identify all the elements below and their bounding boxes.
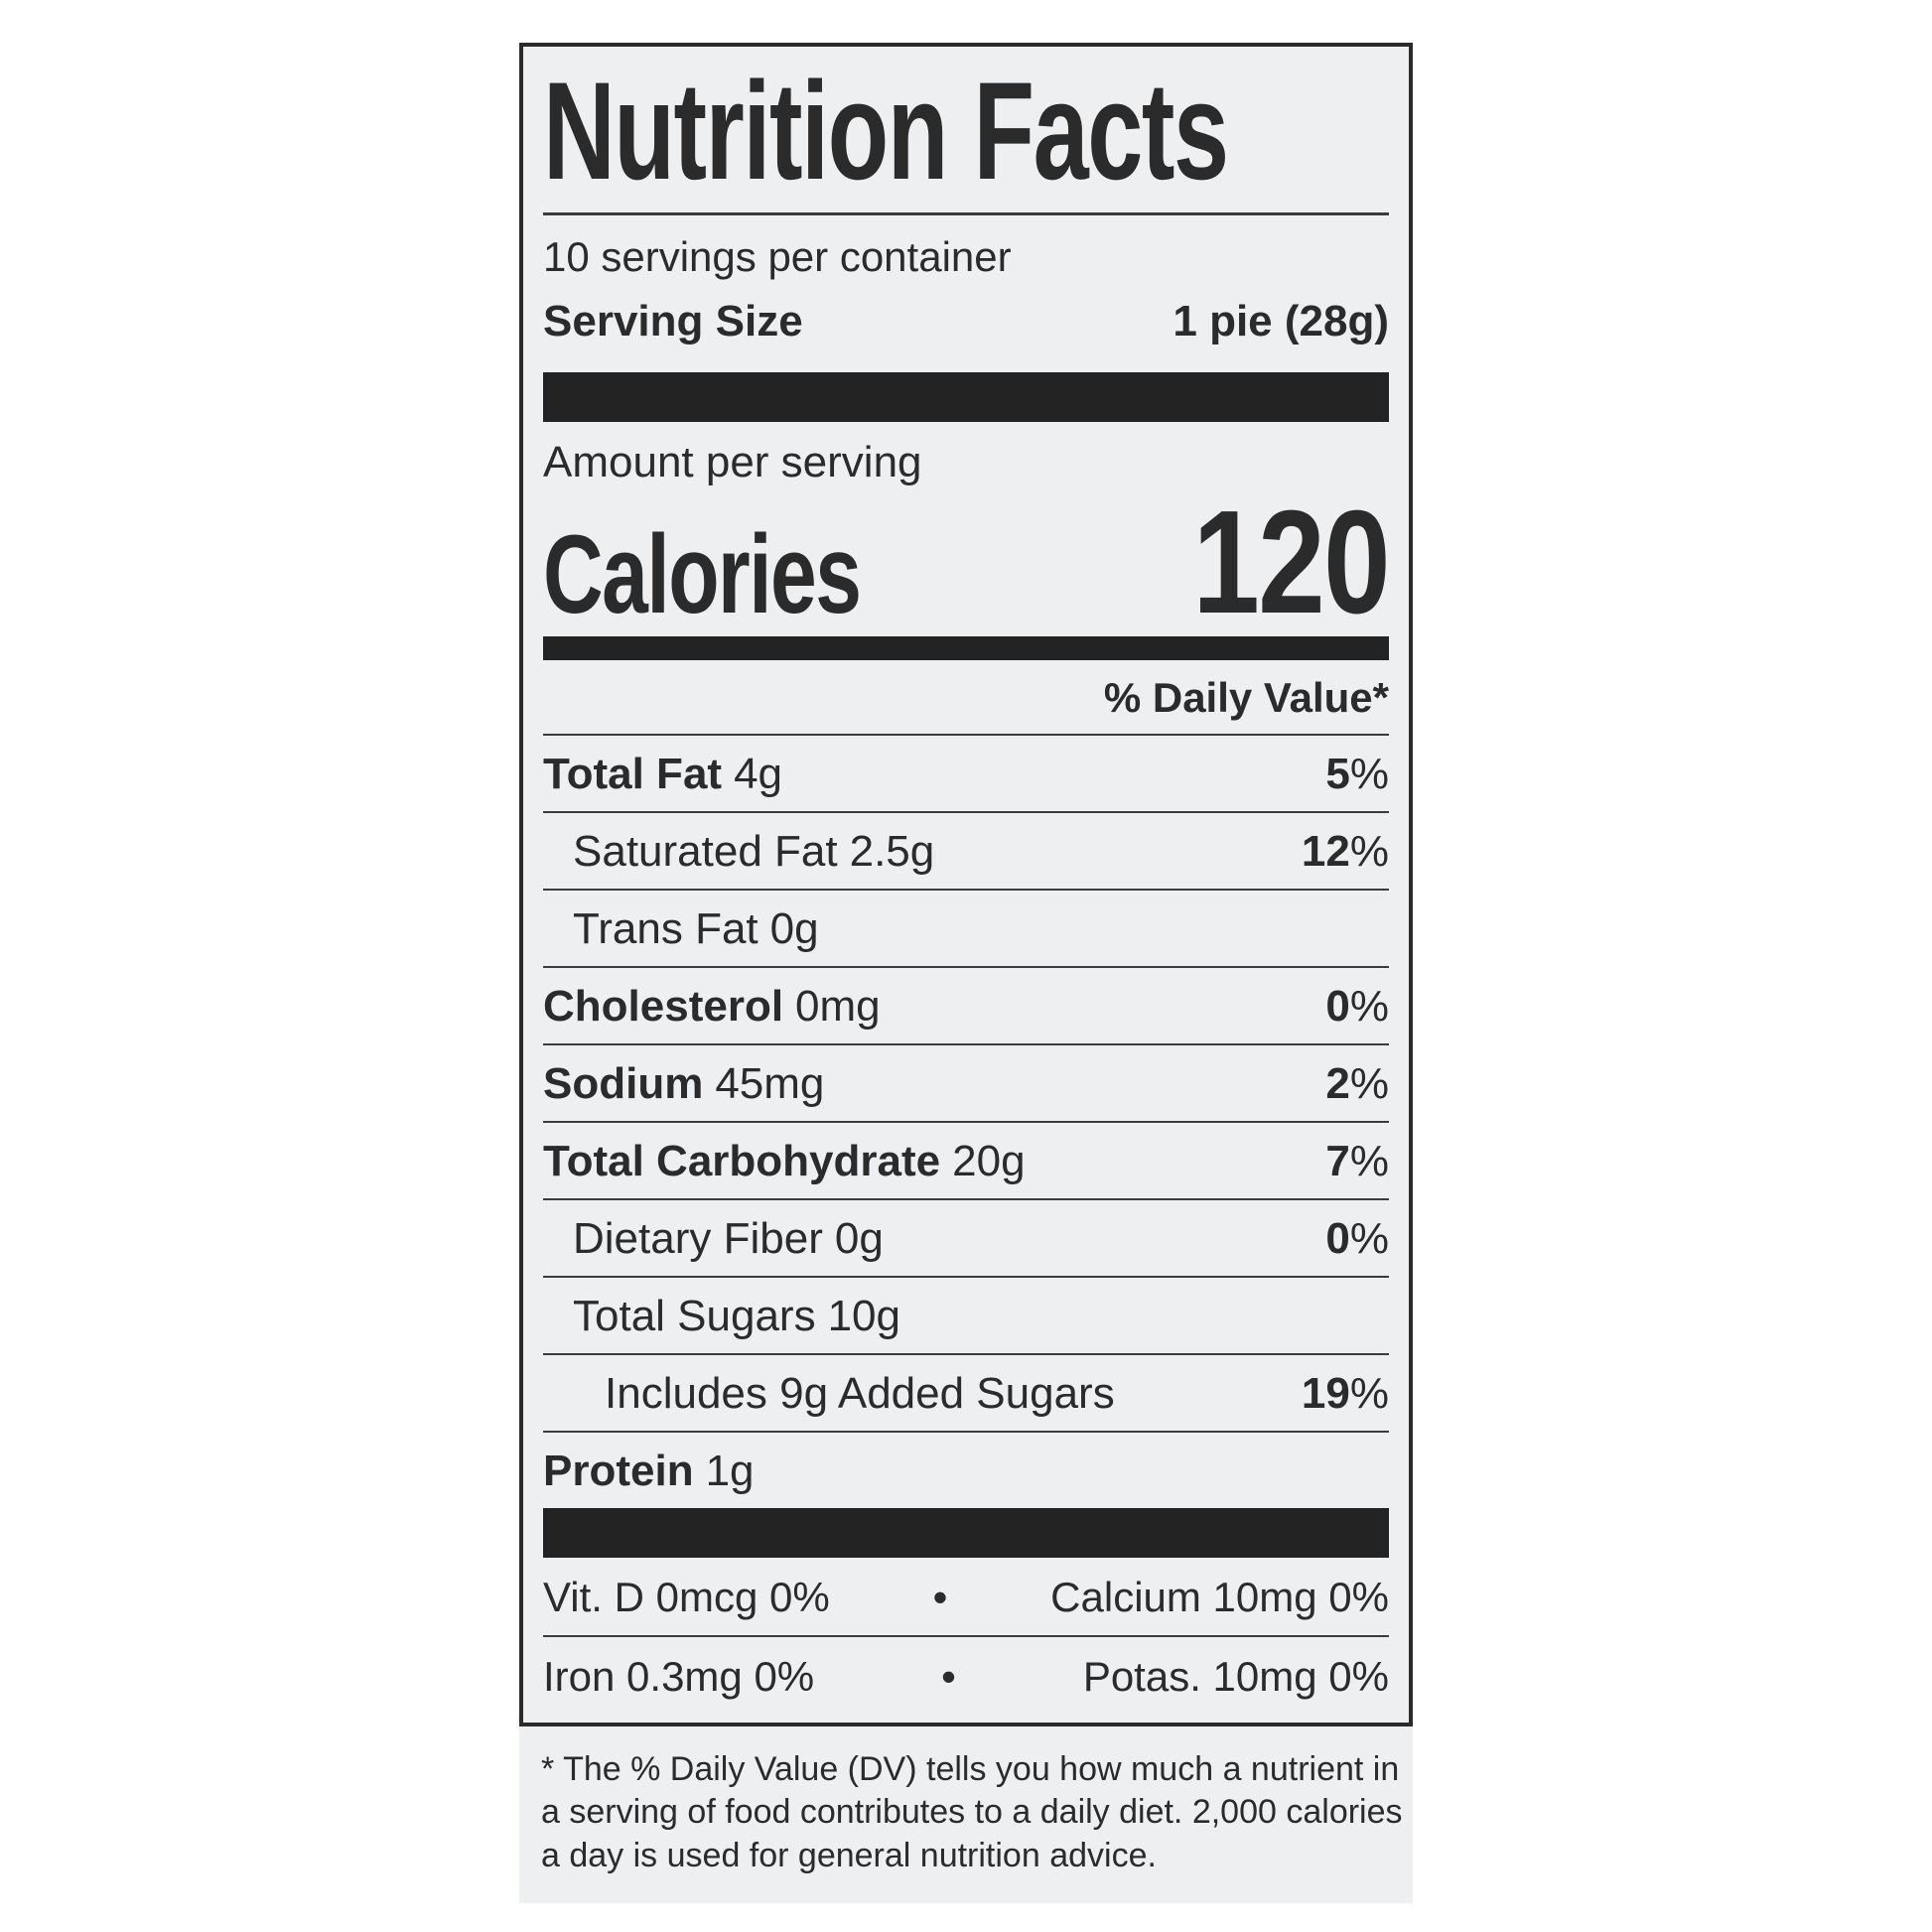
nutrient-dv: 0%: [1325, 1213, 1389, 1263]
nutrient-name: Total Carbohydrate: [543, 1136, 941, 1185]
nutrient-name: Protein: [543, 1446, 694, 1495]
nutrient-row-added-sugars: Includes 9g Added Sugars 19%: [543, 1355, 1389, 1433]
micronutrient-row-iron-potassium: Iron 0.3mg 0% • Potas. 10mg 0%: [543, 1637, 1389, 1715]
daily-value-header: % Daily Value*: [543, 660, 1389, 736]
nutrient-name: Trans Fat: [573, 903, 759, 953]
amount-per-serving-label: Amount per serving: [543, 437, 922, 486]
nutrient-row-trans-fat: Trans Fat 0g: [543, 891, 1389, 968]
separator-bar-thick: [543, 371, 1389, 422]
calories-value: 120: [1192, 480, 1390, 644]
serving-size-label: Serving Size: [543, 296, 803, 345]
separator-rule-heavy: [543, 635, 1389, 660]
nutrient-dv: 2%: [1325, 1058, 1389, 1108]
calories-label: Calories: [543, 511, 862, 636]
nutrient-row-dietary-fiber: Dietary Fiber 0g 0%: [543, 1200, 1389, 1278]
calories-row: Calories 120: [543, 480, 1391, 644]
nutrient-name: Cholesterol: [543, 981, 784, 1031]
nutrient-name: Includes 9g Added Sugars: [605, 1368, 1115, 1418]
nutrient-dv: 12%: [1301, 826, 1389, 876]
micronutrient-left: Vit. D 0mcg 0%: [543, 1573, 830, 1620]
nutrient-amount: 0mg: [795, 981, 881, 1031]
micronutrient-right: Potas. 10mg 0%: [1082, 1652, 1389, 1700]
nutrient-dv: 7%: [1325, 1136, 1389, 1185]
nutrient-name: Dietary Fiber: [573, 1213, 823, 1263]
footnote-line: a day is used for general nutrition advi…: [541, 1836, 1157, 1874]
serving-size-row: Serving Size 1 pie (28g): [543, 291, 1389, 366]
panel-title-text: Nutrition Facts: [543, 53, 1229, 208]
nutrient-row-saturated-fat: Saturated Fat 2.5g 12%: [543, 813, 1389, 891]
micronutrient-left: Iron 0.3mg 0%: [543, 1652, 815, 1700]
bullet-separator: •: [941, 1652, 956, 1700]
nutrient-amount: 0g: [769, 903, 819, 953]
footnote-line: a serving of food contributes to a daily…: [541, 1793, 1403, 1832]
nutrition-facts-panel: Nutrition Facts 10 servings per containe…: [519, 43, 1413, 1904]
nutrient-name: Sodium: [543, 1058, 704, 1108]
nutrient-row-sodium: Sodium 45mg 2%: [543, 1045, 1389, 1123]
nutrient-row-protein: Protein 1g: [543, 1433, 1389, 1508]
nutrient-row-total-carbohydrate: Total Carbohydrate 20g 7%: [543, 1123, 1389, 1200]
nutrient-dv: 19%: [1301, 1368, 1389, 1418]
nutrient-name: Total Fat: [543, 749, 723, 798]
footnote-line: * The % Daily Value (DV) tells you how m…: [541, 1749, 1400, 1788]
nutrient-amount: 20g: [952, 1136, 1026, 1185]
nutrient-row-cholesterol: Cholesterol 0mg 0%: [543, 968, 1389, 1045]
serving-size-value: 1 pie (28g): [1173, 296, 1389, 345]
nutrient-amount: 4g: [734, 749, 783, 798]
nutrient-amount: 2.5g: [849, 826, 935, 876]
nutrient-amount: 1g: [705, 1446, 755, 1495]
nutrient-dv: 0%: [1325, 981, 1389, 1031]
nutrient-amount: 0g: [834, 1213, 884, 1263]
panel-title: Nutrition Facts: [543, 47, 1389, 215]
nutrient-amount: 45mg: [715, 1058, 825, 1108]
nutrient-name: Total Sugars: [573, 1291, 816, 1340]
servings-per-container: 10 servings per container: [543, 232, 1012, 280]
nutrient-amount: 10g: [827, 1291, 900, 1340]
nutrient-name: Saturated Fat: [573, 826, 838, 876]
nutrient-row-total-fat: Total Fat 4g 5%: [543, 736, 1389, 813]
nutrient-row-total-sugars: Total Sugars 10g: [543, 1278, 1389, 1355]
nutrient-dv: 5%: [1325, 749, 1389, 798]
daily-value-footnote: * The % Daily Value (DV) tells you how m…: [519, 1725, 1413, 1904]
micronutrient-right: Calcium 10mg 0%: [1050, 1573, 1389, 1620]
nutrition-facts-box: Nutrition Facts 10 servings per containe…: [519, 43, 1413, 1726]
separator-bar-thick: [543, 1507, 1389, 1558]
micronutrient-row-vitd-calcium: Vit. D 0mcg 0% • Calcium 10mg 0%: [543, 1558, 1389, 1637]
bullet-separator: •: [932, 1573, 948, 1620]
